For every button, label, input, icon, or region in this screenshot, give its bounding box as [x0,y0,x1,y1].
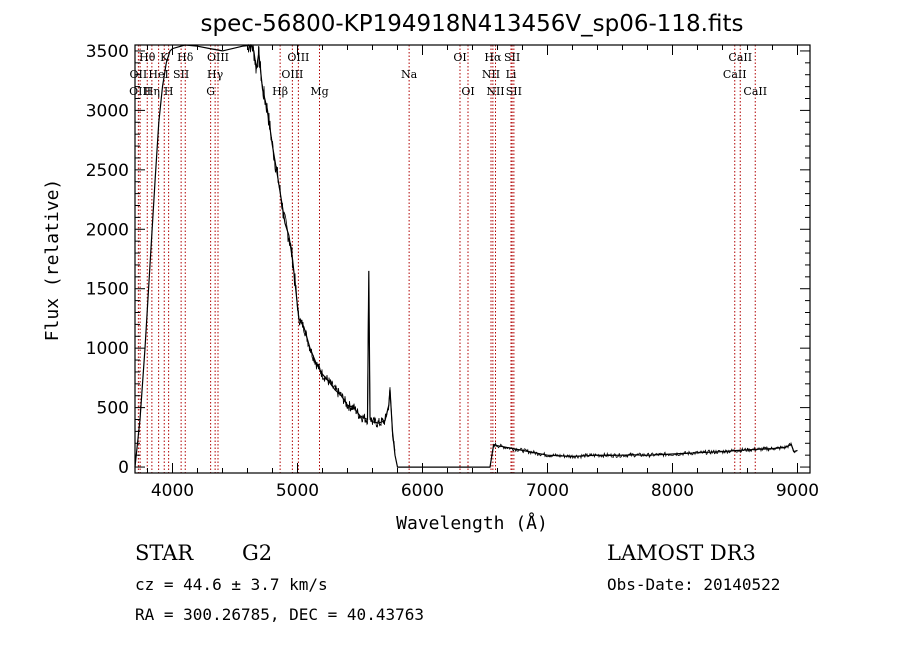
line-markers [137,45,756,473]
line-marker-label: OIII [281,68,303,81]
line-marker-label: Hθ [139,51,156,64]
y-tick-label: 1500 [86,280,129,300]
y-tick-label: 1000 [86,339,129,359]
line-marker-label: OIII [287,51,309,64]
x-tick-label: 6000 [401,481,444,501]
y-tick-label: 2000 [86,220,129,240]
y-tick-label: 2500 [86,161,129,181]
survey-name: LAMOST DR3 [607,541,756,565]
line-marker-label: NII [486,85,504,98]
y-tick-label: 500 [97,399,129,419]
x-tick-label: 7000 [526,481,569,501]
line-marker-label: SII [506,85,522,98]
redshift-cz: cz = 44.6 ± 3.7 km/s [135,575,328,594]
line-marker-label: Hβ [272,85,288,98]
line-marker-label: CaII [743,85,767,98]
line-marker-label: Hη [144,85,160,98]
x-tick-label: 5000 [276,481,319,501]
line-marker-label: OIII [207,51,229,64]
line-marker-label: G [206,85,215,98]
x-axis-ticks: 4000 5000 6000 7000 8000 9000 [147,45,819,501]
spectrum-line [134,44,798,468]
line-marker-label: Li [506,68,517,81]
line-marker-label: SII [173,68,189,81]
object-class: STAR [135,541,194,565]
x-tick-label: 8000 [651,481,694,501]
line-marker-label: OI [461,85,474,98]
line-marker-label: K [160,51,169,64]
line-marker-label: H [164,85,174,98]
plot-frame [134,44,811,474]
line-marker-label: OI [453,51,466,64]
x-tick-label: 4000 [151,481,194,501]
line-marker-label: Mg [310,85,328,98]
chart-title: spec-56800-KP194918N413456V_sp06-118.fit… [201,11,744,37]
line-marker-label: Na [401,68,418,81]
line-marker-label: Hα [484,51,502,64]
line-marker-label: CaII [728,51,752,64]
line-marker-label: SII [504,51,520,64]
object-subclass: G2 [242,541,272,565]
y-axis-ticks: 0 500 1000 1500 2000 2500 3000 3500 [86,42,810,478]
y-tick-label: 3500 [86,42,129,62]
y-axis-label: Flux (relative) [42,179,63,342]
line-marker-label: Hδ [177,51,194,64]
line-marker-label: CaII [723,68,747,81]
line-marker-label: Hγ [207,68,224,81]
line-marker-label: NII [482,68,500,81]
spectrum-noise [247,43,798,460]
x-axis-label: Wavelength (Å) [396,512,548,534]
x-tick-label: 9000 [776,481,819,501]
obs-date: Obs-Date: 20140522 [607,575,780,594]
line-marker-label: HeI [148,68,168,81]
coordinates: RA = 300.26785, DEC = 40.43763 [135,605,424,624]
y-tick-label: 3000 [86,101,129,121]
y-tick-label: 0 [118,458,129,478]
